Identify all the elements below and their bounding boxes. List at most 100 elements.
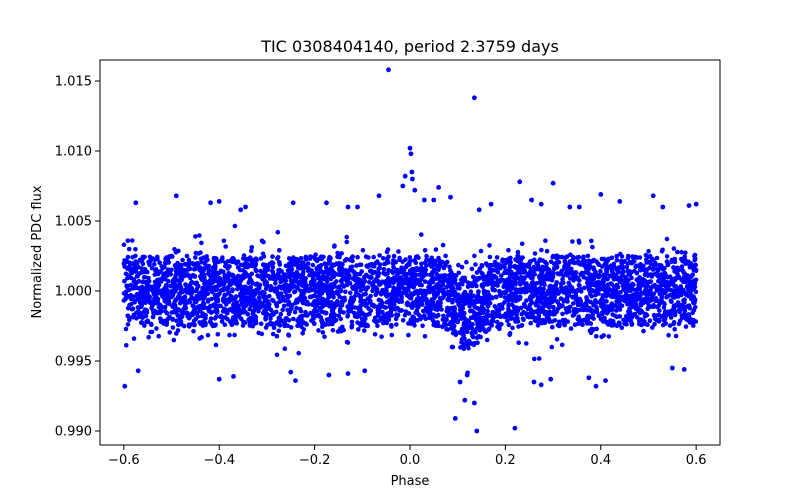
data-point <box>308 256 313 261</box>
data-point <box>193 234 198 239</box>
data-point <box>452 274 457 279</box>
data-point <box>211 276 217 282</box>
data-point <box>199 270 204 275</box>
data-point <box>628 305 634 311</box>
data-point <box>164 322 169 327</box>
data-point <box>662 266 667 271</box>
data-point <box>446 297 451 303</box>
data-point <box>332 243 337 248</box>
data-point <box>574 288 579 294</box>
data-point <box>590 312 595 318</box>
data-point <box>649 285 654 290</box>
data-point <box>164 255 169 260</box>
data-point <box>267 302 272 307</box>
data-point <box>645 301 651 306</box>
data-point <box>324 265 329 270</box>
data-point <box>371 254 377 260</box>
data-point <box>256 308 261 314</box>
data-point <box>303 254 309 260</box>
data-point <box>646 249 651 254</box>
data-point <box>564 266 570 272</box>
y-tick-label: 1.010 <box>55 145 92 160</box>
x-axis-label: Phase <box>391 474 430 489</box>
data-point <box>125 322 131 327</box>
data-point <box>580 322 585 328</box>
data-point <box>399 299 405 304</box>
data-point <box>631 296 637 301</box>
data-point <box>131 294 136 299</box>
data-point <box>537 258 542 264</box>
data-point <box>130 314 136 320</box>
data-point <box>591 267 597 272</box>
data-point <box>174 331 179 336</box>
data-point <box>437 303 443 309</box>
data-point <box>472 253 477 259</box>
data-point <box>432 286 437 291</box>
data-point <box>297 306 303 312</box>
data-point <box>517 268 523 274</box>
data-point <box>589 294 594 299</box>
data-point <box>236 307 242 312</box>
data-point <box>552 261 557 267</box>
data-point <box>637 310 643 316</box>
scatter-points <box>121 67 699 434</box>
data-point <box>201 287 207 293</box>
data-point <box>554 280 559 285</box>
data-point <box>606 265 612 270</box>
data-point <box>189 291 194 297</box>
data-point <box>262 274 267 279</box>
data-point <box>200 277 205 283</box>
data-point <box>581 254 586 259</box>
x-tick-label: −0.2 <box>299 453 331 468</box>
data-point <box>572 307 577 312</box>
data-point <box>544 309 549 315</box>
data-point <box>588 321 594 326</box>
data-point <box>386 254 391 259</box>
data-point <box>360 247 366 253</box>
data-point <box>583 300 589 306</box>
data-point <box>261 295 266 300</box>
data-point <box>349 324 355 330</box>
data-point <box>430 279 436 285</box>
data-point <box>349 319 355 325</box>
data-point <box>673 333 679 339</box>
data-point <box>670 288 675 294</box>
data-point <box>420 323 425 329</box>
data-point <box>564 310 569 315</box>
data-point <box>518 264 524 270</box>
data-point <box>528 294 533 300</box>
data-point <box>230 256 235 261</box>
data-point <box>579 260 585 265</box>
data-point <box>626 253 631 259</box>
data-point <box>288 270 294 276</box>
data-point <box>674 303 680 309</box>
data-point <box>436 185 441 190</box>
data-point <box>326 294 332 299</box>
data-point <box>627 293 633 299</box>
data-point <box>606 319 612 325</box>
data-point <box>317 266 323 272</box>
data-point <box>652 282 658 288</box>
data-point <box>337 254 342 260</box>
data-point <box>589 279 594 285</box>
data-point <box>528 298 534 303</box>
data-point <box>522 276 527 282</box>
data-point <box>133 269 139 274</box>
data-point <box>249 271 254 277</box>
data-point <box>400 259 405 265</box>
data-point <box>408 279 413 285</box>
data-point <box>149 329 155 335</box>
data-point <box>176 306 181 312</box>
data-point <box>539 270 544 275</box>
data-point <box>366 255 371 260</box>
data-point <box>167 330 172 335</box>
data-point <box>548 376 554 382</box>
data-point <box>334 279 339 284</box>
data-point <box>587 328 593 334</box>
data-point <box>221 286 227 291</box>
data-point <box>218 303 223 309</box>
data-point <box>174 318 179 324</box>
data-point <box>162 260 168 266</box>
data-point <box>145 295 151 300</box>
data-point <box>672 259 678 265</box>
